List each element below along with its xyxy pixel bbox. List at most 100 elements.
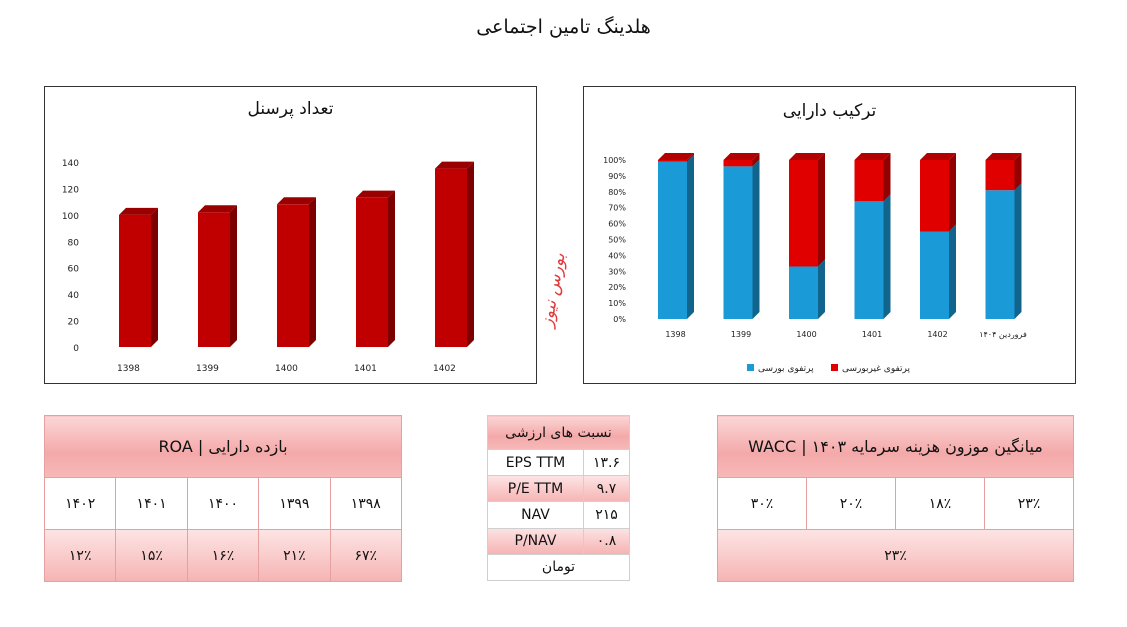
x-tick-label: 1398 (117, 364, 140, 374)
y-tick-label: 10% (608, 299, 626, 308)
y-tick-label: 60 (68, 265, 80, 275)
legend-swatch (831, 364, 838, 371)
y-tick-label: 100% (603, 156, 626, 165)
ratios-title: نسبت های ارزشی (487, 415, 630, 450)
y-tick-label: 50% (608, 236, 626, 245)
roa-value: ۲۱٪ (258, 529, 331, 582)
roa-year: ۱۳۹۹ (258, 477, 331, 530)
asset-composition-chart: 0% 10% 20% 30% 40% 50% 60% 70% 80% 90% 100% 1398 139… (603, 153, 1027, 374)
asset-composition-panel: ترکیب دارایی 0% 10% 20% 30% 40% 50% 60% 70% 80% 9… (583, 86, 1076, 384)
personnel-bar-side (151, 207, 158, 347)
personnel-chart: 0 20 40 60 80 100 120 140 1398 1399 1400 1401 1402 (62, 159, 474, 374)
roa-value: ۱۵٪ (115, 529, 188, 582)
asset-bar-listed-side (883, 194, 891, 319)
asset-bar-unlisted (658, 160, 687, 162)
asset-bar-unlisted-side (752, 153, 760, 167)
wacc-total: ۲۳٪ (717, 529, 1074, 582)
y-tick-label: 80 (68, 238, 80, 248)
roa-value: ۱۲٪ (43, 529, 117, 582)
y-tick-label: 100 (62, 212, 79, 222)
valuation-ratios-table: نسبت های ارزشی EPS TTM ۱۳.۶ P/E TTM ۹.۷ … (487, 415, 631, 582)
asset-bar-listed (854, 201, 884, 319)
y-tick-label: 30% (608, 267, 626, 276)
personnel-bar-side (467, 161, 474, 347)
personnel-bar-top (198, 205, 237, 213)
wacc-title: میانگین موزون هزینه سرمایه ۱۴۰۳ | WACC (717, 415, 1074, 478)
asset-bar-unlisted-top (985, 153, 1022, 160)
personnel-bar (435, 168, 467, 347)
legend-swatch (747, 364, 754, 371)
asset-composition-title: ترکیب دارایی (782, 101, 877, 121)
roa-years-row: ۱۴۰۲ ۱۴۰۱ ۱۴۰۰ ۱۳۹۹ ۱۳۹۸ (43, 477, 403, 530)
y-tick-label: 20% (608, 283, 626, 292)
ratio-value: ۹.۷ (582, 475, 631, 503)
x-tick-label: 1400 (796, 330, 816, 339)
roa-year: ۱۳۹۸ (329, 477, 403, 530)
asset-bar-unlisted (854, 160, 884, 202)
wacc-component: ۲۰٪ (806, 477, 896, 530)
y-tick-label: 40 (68, 291, 80, 301)
y-tick-label: 120 (62, 185, 79, 195)
roa-title: بازده دارایی | ROA (44, 415, 402, 478)
personnel-bar-side (388, 190, 395, 347)
personnel-chart-panel: تعداد پرسنل 0 20 40 60 80 100 120 140 1398 1399 14… (44, 86, 537, 384)
roa-value: ۶۷٪ (329, 529, 403, 582)
y-tick-label: 70% (608, 204, 626, 213)
ratio-label: P/E TTM (487, 475, 584, 503)
asset-bar-listed-side (818, 259, 825, 319)
x-tick-label: 1400 (275, 364, 298, 374)
wacc-component: ۳۰٪ (717, 477, 807, 530)
asset-bar-listed-side (752, 159, 760, 319)
wacc-components-row: ۳۰٪ ۲۰٪ ۱۸٪ ۲۳٪ (717, 477, 1074, 530)
x-tick-label: 1402 (927, 330, 947, 339)
personnel-bar-top (119, 207, 158, 215)
personnel-bar-top (356, 190, 395, 198)
asset-bar-listed (789, 266, 818, 319)
legend-label: پرتفوی بورسی (758, 364, 814, 374)
ratio-label: NAV (487, 501, 584, 529)
ratio-value: ۲۱۵ (582, 501, 631, 529)
personnel-bar-side (230, 205, 237, 347)
ratio-label: P/NAV (487, 527, 584, 555)
personnel-bar (119, 214, 151, 347)
asset-bar-listed (920, 231, 949, 319)
ratio-row: P/NAV ۰.۸ (487, 527, 631, 555)
asset-bar-unlisted-top (920, 153, 956, 160)
personnel-bar (198, 212, 230, 347)
legend-label: پرتفوی غیربورسی (842, 364, 911, 374)
y-tick-label: 0 (73, 344, 79, 354)
asset-bar-unlisted-side (949, 153, 956, 232)
y-tick-label: 140 (62, 159, 79, 169)
x-tick-label: 1399 (196, 364, 219, 374)
personnel-bar (356, 197, 388, 347)
y-tick-label: 60% (608, 220, 626, 229)
x-tick-label: 1399 (731, 330, 751, 339)
asset-bar-listed-side (1014, 183, 1022, 319)
roa-value: ۱۶٪ (186, 529, 260, 582)
wacc-table: میانگین موزون هزینه سرمایه ۱۴۰۳ | WACC ۳… (717, 415, 1074, 582)
y-tick-label: 80% (608, 188, 626, 197)
ratios-unit: تومان (487, 553, 630, 582)
asset-bar-listed (658, 161, 687, 319)
ratio-value: ۰.۸ (582, 527, 631, 555)
x-tick-label: 1401 (862, 330, 882, 339)
asset-bar-unlisted (985, 160, 1015, 191)
asset-bar-listed (985, 190, 1015, 319)
y-tick-label: 20 (68, 318, 80, 328)
x-tick-label: 1401 (354, 364, 377, 374)
asset-bar-unlisted-top (789, 153, 825, 160)
watermark: بورس نیوز (537, 251, 570, 329)
roa-year: ۱۴۰۲ (43, 477, 117, 530)
personnel-bar-side (309, 197, 316, 347)
wacc-component: ۱۸٪ (895, 477, 985, 530)
page-title: هلدینگ تامین اجتماعی (476, 16, 651, 38)
ratio-label: EPS TTM (487, 448, 584, 477)
asset-bar-listed-side (949, 224, 956, 319)
ratio-value: ۱۳.۶ (582, 448, 631, 477)
personnel-bar-top (277, 197, 316, 205)
personnel-chart-title: تعداد پرسنل (247, 99, 334, 119)
personnel-bar (277, 204, 309, 347)
ratio-row: EPS TTM ۱۳.۶ (487, 448, 631, 477)
y-tick-label: 90% (608, 172, 626, 181)
x-tick-label: 1402 (433, 364, 456, 374)
